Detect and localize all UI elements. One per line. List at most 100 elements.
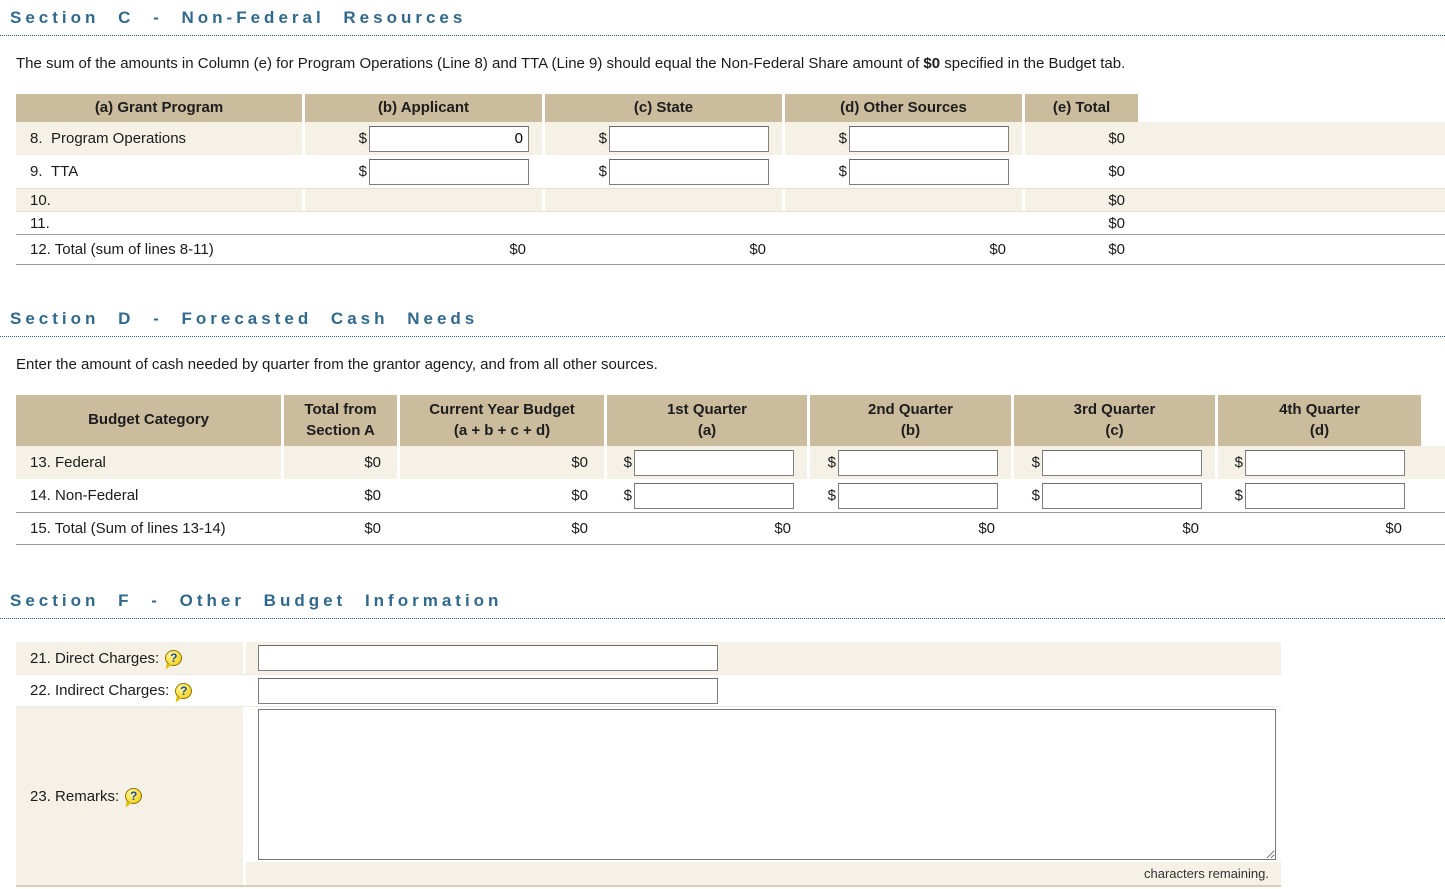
col-header-applicant: (b) Applicant <box>305 94 545 122</box>
line13-total-from-a: $0 <box>364 454 381 471</box>
indirect-charges-input[interactable] <box>258 677 718 704</box>
total-row-label: 15. Total (Sum of lines 13-14) <box>16 513 284 544</box>
section-d-header-row: Budget Category Total from Section A Cur… <box>16 395 1445 446</box>
total-from-section-a-cell: $0 <box>284 446 400 479</box>
dollar-sign: $ <box>598 130 607 147</box>
dollar-sign: $ <box>623 454 632 471</box>
col-header-q1: 1st Quarter (a) <box>607 395 810 446</box>
line12-total: $0 <box>1108 241 1125 258</box>
q2-cell: $ <box>810 446 1014 479</box>
line14-q1-input[interactable] <box>634 482 794 509</box>
header-line1: Total from <box>304 401 377 419</box>
dollar-sign: $ <box>1031 487 1040 504</box>
budget-category-cell: 13. Federal <box>16 446 284 479</box>
line13-q4-input[interactable] <box>1245 449 1405 476</box>
section-d-title: Section D - Forecasted Cash Needs <box>10 309 479 328</box>
section-c-header-row: (a) Grant Program (b) Applicant (c) Stat… <box>16 94 1445 122</box>
help-icon[interactable]: ? <box>175 682 193 699</box>
other-sources-cell <box>785 212 1025 234</box>
grant-program-label: Program Operations <box>51 130 187 147</box>
row-total-cell: $0 <box>1025 212 1138 234</box>
q1-total-cell: $0 <box>607 513 810 544</box>
dollar-sign: $ <box>358 163 367 180</box>
applicant-cell <box>305 189 545 211</box>
line9-total: $0 <box>1108 163 1125 180</box>
remarks-input-cell: characters remaining. <box>246 707 1281 885</box>
direct-charges-label-cell: 21. Direct Charges: ? <box>16 642 246 674</box>
total-from-section-a-cell: $0 <box>284 479 400 512</box>
applicant-total-cell: $0 <box>305 235 545 264</box>
remarks-textarea[interactable] <box>258 709 1276 861</box>
table-row-line21: 21. Direct Charges: ? <box>16 642 1281 674</box>
q4-cell: $ <box>1218 479 1421 512</box>
col-header-current-year-budget: Current Year Budget (a + b + c + d) <box>400 395 607 446</box>
dollar-sign: $ <box>1234 487 1243 504</box>
section-c-title: Section C - Non-Federal Resources <box>10 8 467 27</box>
direct-charges-input[interactable] <box>258 645 718 671</box>
line11-total: $0 <box>1108 214 1125 232</box>
dollar-sign: $ <box>1031 454 1040 471</box>
category-label: 13. Federal <box>30 454 106 471</box>
header-line2: (a + b + c + d) <box>453 421 551 439</box>
section-f-heading: Section F - Other Budget Information <box>0 589 1445 619</box>
section-c-intro: The sum of the amounts in Column (e) for… <box>16 55 1445 72</box>
table-row-line14: 14. Non-Federal $0 $0 $ $ $ $ <box>16 479 1445 512</box>
line-number: 10. <box>30 191 51 209</box>
table-row-line8: 8. Program Operations $ $ $ $0 <box>16 122 1445 155</box>
dollar-sign: $ <box>358 130 367 147</box>
indirect-charges-input-cell <box>246 675 1281 706</box>
table-row-line15-total: 15. Total (Sum of lines 13-14) $0 $0 $0 … <box>16 512 1445 545</box>
other-sources-cell: $ <box>785 155 1025 188</box>
remarks-label: 23. Remarks: <box>30 787 120 805</box>
line14-cyb: $0 <box>571 487 588 504</box>
table-row-line22: 22. Indirect Charges: ? <box>16 674 1281 706</box>
line-number: 8. <box>30 130 43 147</box>
help-icon[interactable]: ? <box>125 788 143 804</box>
header-line2: (d) <box>1309 421 1330 439</box>
section-c-heading: Section C - Non-Federal Resources <box>0 6 1445 36</box>
state-cell <box>545 189 785 211</box>
current-year-budget-cell: $0 <box>400 479 607 512</box>
line8-other-sources-input[interactable] <box>849 125 1009 152</box>
table-row-line13: 13. Federal $0 $0 $ $ $ $ <box>16 446 1445 479</box>
state-cell: $ <box>545 122 785 155</box>
line8-state-input[interactable] <box>609 125 769 152</box>
line14-q2-input[interactable] <box>838 482 998 509</box>
line12-state-total: $0 <box>749 241 766 258</box>
state-cell <box>545 212 785 234</box>
budget-category-cell: 14. Non-Federal <box>16 479 284 512</box>
line9-state-input[interactable] <box>609 158 769 185</box>
current-year-budget-cell: $0 <box>400 446 607 479</box>
help-icon[interactable]: ? <box>165 650 183 666</box>
total-label-text: 15. Total (Sum of lines 13-14) <box>30 520 226 537</box>
line13-q3-input[interactable] <box>1042 449 1202 476</box>
row-total-cell: $0 <box>1025 155 1138 188</box>
line13-q2-input[interactable] <box>838 449 998 476</box>
q3-total-cell: $0 <box>1014 513 1218 544</box>
q1-cell: $ <box>607 446 810 479</box>
table-row-line10: 10. $0 <box>16 188 1445 211</box>
line15-q2-total: $0 <box>978 520 995 537</box>
dollar-sign: $ <box>827 487 836 504</box>
dollar-sign: $ <box>827 454 836 471</box>
section-f-title: Section F - Other Budget Information <box>10 591 503 610</box>
line9-other-sources-input[interactable] <box>849 158 1009 185</box>
line14-q3-input[interactable] <box>1042 482 1202 509</box>
header-line1: Current Year Budget <box>429 401 575 419</box>
line15-total-from-a: $0 <box>364 520 381 537</box>
state-cell: $ <box>545 155 785 188</box>
table-row-line23: 23. Remarks: ? characters remaining. <box>16 706 1281 885</box>
characters-remaining-label: characters remaining. <box>246 862 1281 885</box>
row-total-cell: $0 <box>1025 122 1138 155</box>
line14-q4-input[interactable] <box>1245 482 1405 509</box>
col-header-state: (c) State <box>545 94 785 122</box>
line13-q1-input[interactable] <box>634 449 794 476</box>
remarks-label-cell: 23. Remarks: ? <box>16 707 246 885</box>
line14-total-from-a: $0 <box>364 487 381 504</box>
section-d-table: Budget Category Total from Section A Cur… <box>16 395 1445 545</box>
line15-q1-total: $0 <box>774 520 791 537</box>
line9-applicant-input[interactable] <box>369 158 529 185</box>
col-header-grant-program: (a) Grant Program <box>16 94 305 122</box>
line8-applicant-input[interactable] <box>369 125 529 152</box>
line15-q4-total: $0 <box>1385 520 1402 537</box>
